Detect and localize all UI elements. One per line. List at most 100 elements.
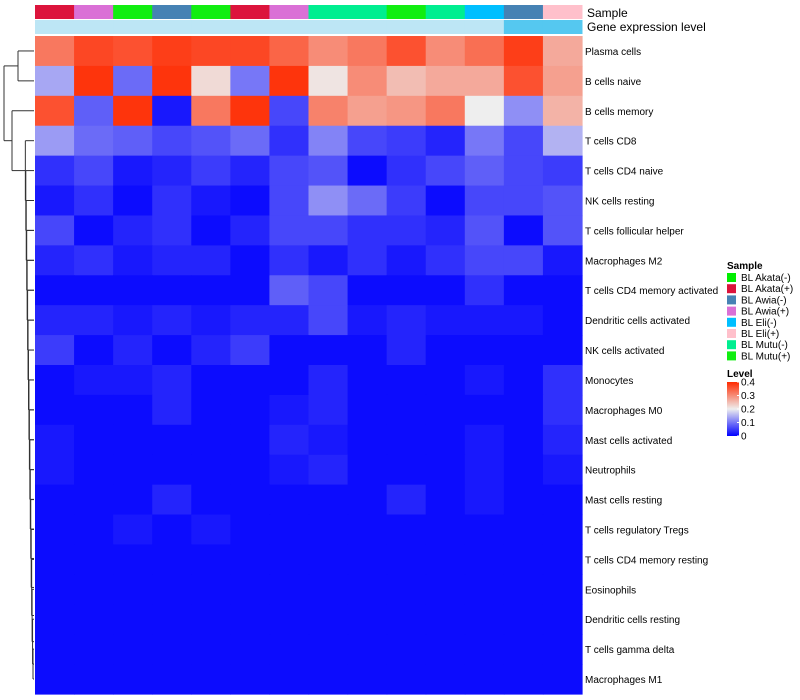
sample-legend: Sample BL Akata(-)BL Akata(+)BL Awia(-)B… [727, 261, 793, 362]
heatmap-cell [74, 335, 114, 366]
heatmap-cell [308, 185, 349, 217]
heatmap-cell [113, 664, 153, 695]
heatmap-cell [386, 484, 427, 516]
expression-annotation-cell [308, 20, 349, 34]
heatmap-cell [425, 664, 466, 695]
heatmap-cell [464, 454, 505, 486]
heatmap-cell [542, 275, 583, 306]
heatmap-cell [269, 155, 310, 187]
heatmap-cell [347, 664, 388, 695]
heatmap-cell [269, 634, 310, 665]
level-colorbar [727, 382, 739, 436]
heatmap-cell [425, 305, 466, 336]
heatmap-cell [152, 95, 192, 127]
heatmap-cell [308, 634, 349, 665]
heatmap-cell [269, 514, 310, 546]
heatmap-cell [269, 484, 310, 516]
heatmap-cell [386, 664, 427, 695]
heatmap-cell [35, 335, 75, 366]
heatmap-cell [230, 604, 271, 635]
heatmap-cell [113, 424, 153, 456]
row-dendrogram [3, 50, 34, 680]
heatmap-cell [464, 65, 505, 97]
row-label: Dendritic cells activated [585, 316, 690, 327]
heatmap-cell [230, 65, 271, 97]
heatmap-cell [191, 514, 231, 546]
heatmap-cell [230, 185, 271, 217]
annotation-label-sample: Sample [587, 6, 628, 20]
heatmap-cell [347, 36, 388, 67]
heatmap-cell [35, 484, 75, 516]
sample-legend-label: BL Mutu(+) [741, 351, 790, 362]
heatmap-cell [191, 454, 231, 486]
heatmap-cell [74, 424, 114, 456]
expression-annotation-cell [35, 20, 75, 34]
heatmap-cell [308, 514, 349, 546]
heatmap-cell [269, 125, 310, 157]
level-legend-tick-label: 0.1 [741, 418, 755, 429]
heatmap-cell [35, 664, 75, 695]
expression-annotation-track [35, 20, 583, 34]
heatmap-cell [308, 424, 349, 456]
heatmap-cell [152, 155, 192, 187]
heatmap-cell [269, 424, 310, 456]
heatmap-cell [113, 95, 153, 127]
heatmap-cell [74, 544, 114, 575]
heatmap-cell [386, 215, 427, 246]
expression-annotation-cell [503, 20, 544, 34]
sample-legend-title: Sample [727, 261, 763, 272]
heatmap-cell [425, 335, 466, 366]
sample-legend-swatch [727, 317, 736, 327]
heatmap-cell [35, 215, 75, 246]
expression-annotation-cell [347, 20, 388, 34]
heatmap-cell [425, 95, 466, 127]
heatmap-cell [464, 394, 505, 426]
heatmap-cell [425, 514, 466, 546]
heatmap-cell [464, 185, 505, 217]
heatmap-cell [230, 484, 271, 516]
row-label: T cells gamma delta [585, 645, 675, 656]
heatmap-cell [347, 514, 388, 546]
heatmap-cell [74, 394, 114, 426]
heatmap-cell [230, 544, 271, 575]
heatmap-cell [503, 544, 544, 575]
heatmap-cell [386, 245, 427, 276]
sample-annotation-cell [113, 5, 153, 19]
heatmap-cell [308, 394, 349, 426]
heatmap-cell [308, 275, 349, 306]
level-legend-tick-label: 0.2 [741, 405, 755, 416]
heatmap-cell [347, 604, 388, 635]
heatmap-cell [464, 424, 505, 456]
sample-annotation-cell [425, 5, 466, 19]
row-label: Mast cells resting [585, 496, 662, 507]
heatmap-cell [230, 634, 271, 665]
heatmap-cell [191, 604, 231, 635]
heatmap-cell [308, 155, 349, 187]
heatmap-cell [269, 36, 310, 67]
heatmap-cell [308, 305, 349, 336]
heatmap-cell [113, 65, 153, 97]
heatmap-cell [113, 454, 153, 486]
sample-legend-label: BL Awia(+) [741, 307, 789, 318]
heatmap-cell [74, 574, 114, 605]
heatmap-cell [269, 215, 310, 246]
heatmap-cell [152, 365, 192, 396]
heatmap-cell [230, 394, 271, 426]
heatmap-cell [35, 245, 75, 276]
heatmap-cell [425, 484, 466, 516]
heatmap-cell [503, 305, 544, 336]
heatmap-cell [425, 215, 466, 246]
level-legend: Level 0.4 0.3 0.2 0.1 0 [727, 369, 755, 443]
sample-annotation-cell [386, 5, 427, 19]
heatmap-cell [35, 155, 75, 187]
heatmap-cell [152, 394, 192, 426]
heatmap-cell [347, 65, 388, 97]
row-label: Monocytes [585, 376, 633, 387]
heatmap-cell [230, 125, 271, 157]
heatmap-cell [464, 335, 505, 366]
row-labels: Plasma cells B cells naive B cells memory T… [585, 47, 718, 686]
heatmap-cell [269, 365, 310, 396]
heatmap-cell [269, 574, 310, 605]
heatmap-cell [35, 544, 75, 575]
heatmap-cell [230, 155, 271, 187]
